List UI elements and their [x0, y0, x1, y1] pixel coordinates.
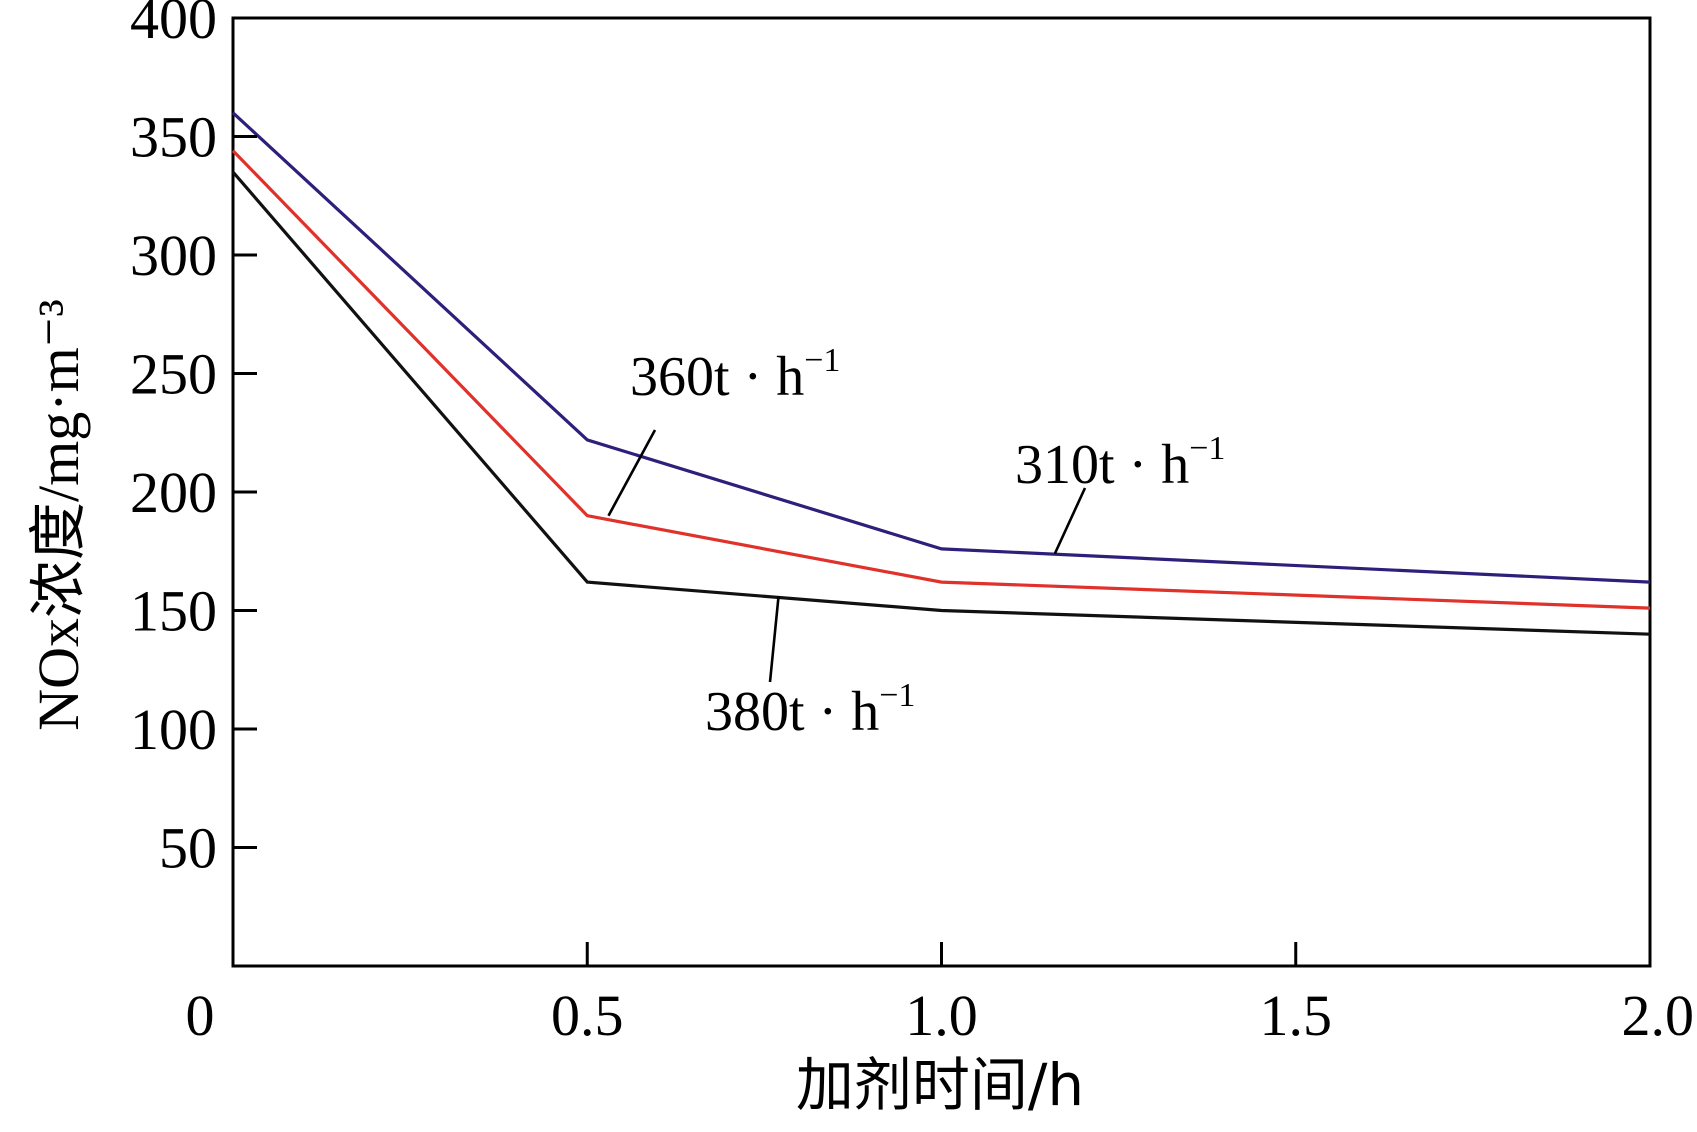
series-annotations: 360t · h−1 310t · h−1 380t · h−1: [607, 342, 1225, 743]
x-axis-title: 加剂时间/h: [796, 1051, 1084, 1119]
x-tick-label: 2.0: [1622, 983, 1695, 1048]
plot-area: [231, 16, 1652, 968]
y-tick-label: 350: [130, 105, 217, 170]
series-line: [231, 170, 1651, 636]
series-annotation-label: 360t · h−1: [630, 342, 840, 408]
y-tick-label: 300: [130, 223, 217, 288]
y-tick-label: 400: [130, 0, 217, 51]
x-tick-label: 1.0: [905, 983, 978, 1048]
series-annotation-label: 310t · h−1: [1015, 430, 1225, 496]
series-line: [231, 149, 1651, 610]
annotation-leader: [607, 429, 657, 517]
annotation-leader: [1053, 487, 1087, 555]
y-tick-label: 200: [130, 460, 217, 525]
series-line: [231, 111, 1651, 584]
x-tick-label: 0: [186, 983, 215, 1048]
annotation-leader: [768, 596, 780, 683]
y-axis-title: NOx浓度/mg·m⁻³: [26, 299, 91, 730]
series-annotation-label: 380t · h−1: [705, 677, 915, 743]
series-lines: [231, 111, 1651, 636]
x-tick-label: 1.5: [1260, 983, 1333, 1048]
y-tick-label: 250: [130, 342, 217, 407]
x-tick-label: 0.5: [551, 983, 624, 1048]
y-tick-label: 100: [130, 697, 217, 762]
y-tick-label: 150: [130, 579, 217, 644]
y-tick-label: 50: [159, 816, 217, 881]
axis-ticks: 50 100 150 200 250 300 350 400 0 0.5 1.0 1.5 2.0: [130, 0, 1694, 1048]
plot-frame: [231, 16, 1652, 968]
